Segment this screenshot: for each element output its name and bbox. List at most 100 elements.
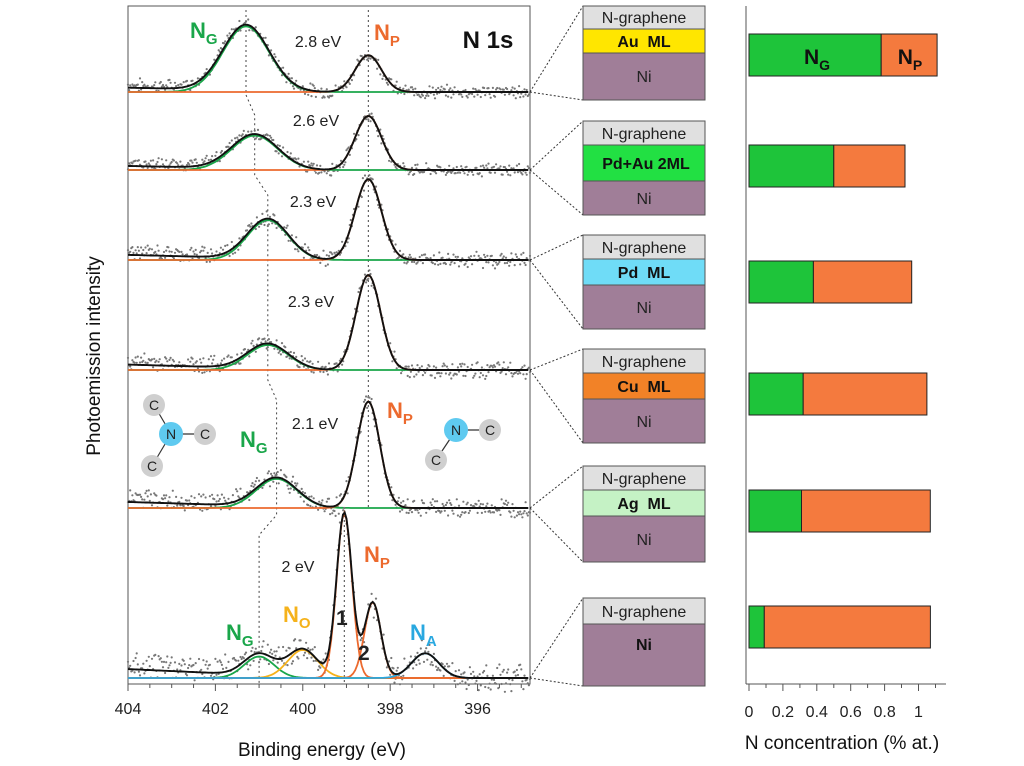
data-point [203,371,206,374]
interlayer-label: Ag ML [617,496,671,513]
data-point [280,74,284,77]
data-point [507,173,510,176]
data-point [497,687,500,690]
data-point [451,509,454,512]
peak-gap-label: 2.8 eV [295,34,342,51]
data-point [268,134,272,137]
data-point [319,261,322,264]
data-point [173,81,177,84]
data-point [511,503,514,506]
data-point [200,361,203,364]
data-point [169,81,172,84]
data-point [240,352,243,355]
fit-envelope-curve [127,510,529,679]
data-point [167,246,170,249]
bar-x-tick-label: 0.6 [840,704,862,721]
data-point [444,503,447,507]
data-point [512,167,515,170]
data-point [254,350,257,353]
connector-line [529,234,584,261]
data-point [285,81,288,84]
data-point [180,664,183,667]
data-point [467,170,470,173]
carbon-atom [143,394,165,416]
data-point [242,657,245,660]
data-point [491,264,494,267]
data-point [431,664,434,667]
data-point [147,162,150,165]
data-point [219,661,222,664]
data-point [179,504,182,507]
data-point [425,162,428,165]
data-point [410,86,414,89]
data-point [197,657,201,661]
data-point [224,244,227,247]
data-point [277,351,280,354]
data-point [346,492,349,495]
data-point [489,171,492,174]
data-point [493,95,497,98]
data-point [440,372,443,375]
data-point [275,473,278,476]
data-point [331,162,334,165]
data-point [142,662,145,665]
data-point [168,496,171,499]
data-point [221,248,225,251]
data-point [503,262,506,265]
data-point [300,355,303,358]
sample-stacks: N-graphene Au ML Ni N-graphene Pd+Au 2ML… [529,5,706,687]
data-point [211,252,214,255]
peak-gap-label: 2.3 eV [288,294,335,311]
data-point [515,668,519,672]
data-point [361,177,364,180]
data-point [201,158,204,161]
data-point [338,166,341,169]
data-point [307,93,310,96]
data-point [471,263,474,266]
data-point [136,355,139,358]
data-point [334,514,337,518]
data-point [523,261,526,264]
data-point [518,162,521,166]
data-point [215,151,218,154]
data-point [425,94,428,97]
data-point [425,647,428,650]
data-point [464,88,467,92]
data-point [459,171,462,174]
data-point [460,513,463,516]
bar-x-tick-label: 0.8 [873,704,895,721]
data-point [510,89,513,92]
data-point [405,365,408,368]
data-point [209,505,213,508]
data-point [189,657,192,660]
data-point [231,494,234,497]
data-point [343,506,346,510]
spectrum-title: N 1s [463,27,514,54]
data-point [153,357,156,360]
data-point [315,164,319,167]
data-point [171,489,174,492]
data-point [466,265,469,269]
data-point [473,95,476,98]
data-point [252,344,255,347]
data-point [473,675,476,678]
data-point [266,472,269,475]
data-point [484,685,487,689]
data-point [300,487,303,490]
data-point [291,85,295,88]
data-point [275,650,278,653]
data-point [400,372,403,375]
data-point [417,370,420,373]
data-point [455,165,458,169]
data-point [495,163,498,166]
data-point [208,495,211,498]
data-point [224,40,227,43]
data-point [357,205,360,208]
data-point [310,95,313,98]
data-point [472,87,475,90]
data-point [473,254,476,257]
data-point [134,356,137,359]
sample-stack-pd-au: N-graphene Pd+Au 2ML Ni [582,120,706,216]
data-point [240,657,243,661]
ni-label: Ni [636,191,651,208]
